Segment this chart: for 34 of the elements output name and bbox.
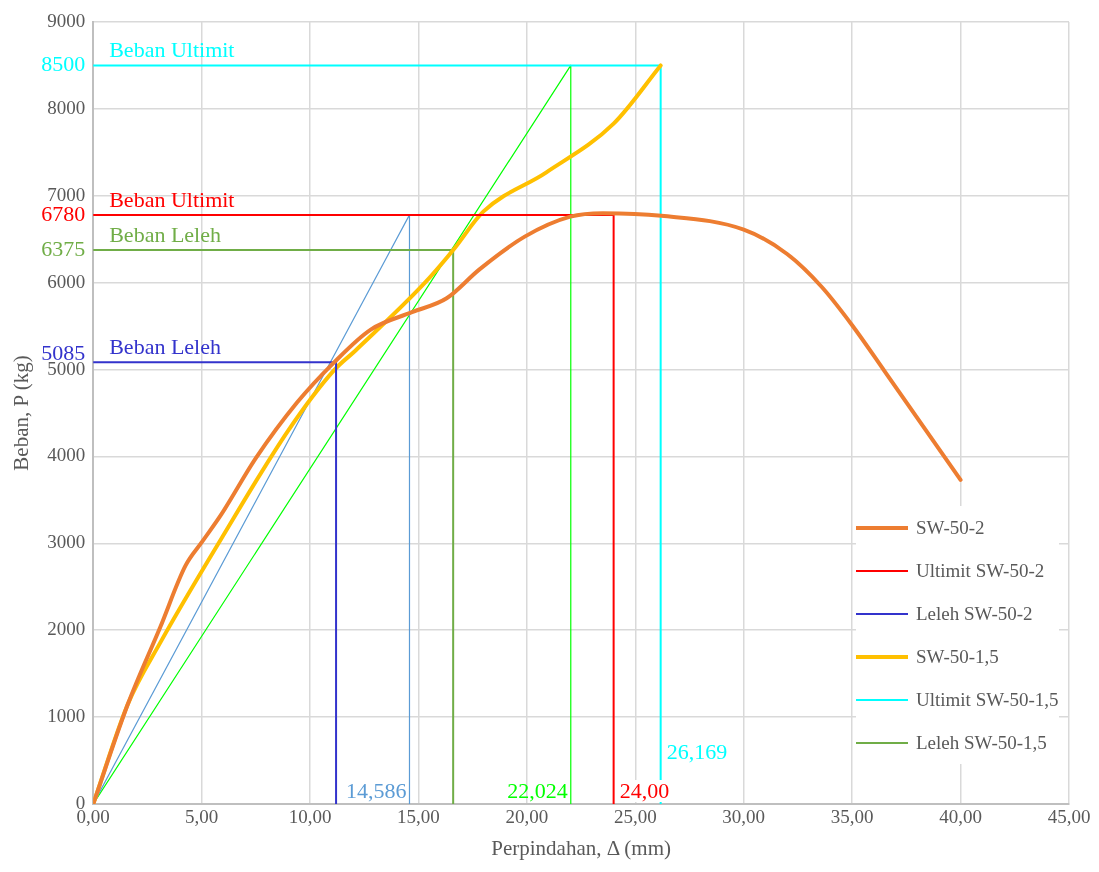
x-tick-label: 40,00 (939, 806, 982, 828)
y-tick-label: 8000 (47, 96, 86, 118)
x-tick-label: 35,00 (830, 806, 874, 828)
legend-label: Ultimit SW-50-1,5 (916, 688, 1059, 711)
y-tick-label: 6000 (47, 270, 86, 292)
y-axis-title: Beban, P (kg) (9, 355, 34, 471)
annotation: 26,169 (666, 738, 728, 764)
legend-label: Leleh SW-50-1,5 (916, 731, 1047, 754)
x-tick-label: 20,00 (505, 806, 549, 828)
x-tick-label: 25,00 (613, 806, 657, 828)
x-axis-title: Perpindahan, Δ (mm) (491, 835, 671, 860)
x-tick-label: 15,00 (397, 806, 440, 828)
y-tick-label: 6375 (41, 235, 86, 261)
y-tick-label: 3000 (47, 531, 86, 553)
annotation: 14,586 (345, 777, 407, 803)
y-tick-label: 9000 (47, 9, 86, 31)
x-tick-label: 45,00 (1047, 806, 1091, 828)
x-tick-label: 5,00 (185, 806, 219, 828)
annotation: Beban Leleh (109, 221, 221, 247)
y-tick-label: 4000 (47, 444, 86, 466)
annotation: Beban Leleh (109, 333, 221, 359)
annotation: 22,024 (507, 777, 568, 803)
legend-label: Leleh SW-50-2 (916, 602, 1033, 625)
legend-label: SW-50-1,5 (916, 645, 999, 668)
y-tick-label: 8500 (41, 51, 86, 77)
y-tick-label: 1000 (47, 705, 86, 727)
y-tick-label: 2000 (47, 618, 86, 640)
annotation: 24,00 (619, 777, 670, 803)
x-tick-label: 10,00 (288, 806, 332, 828)
legend-label: Ultimit SW-50-2 (916, 559, 1045, 582)
annotation: Beban Ultimit (109, 37, 235, 63)
annotation: Beban Ultimit (109, 186, 235, 212)
x-tick-label: 30,00 (722, 806, 766, 828)
legend-label: SW-50-2 (916, 516, 985, 539)
